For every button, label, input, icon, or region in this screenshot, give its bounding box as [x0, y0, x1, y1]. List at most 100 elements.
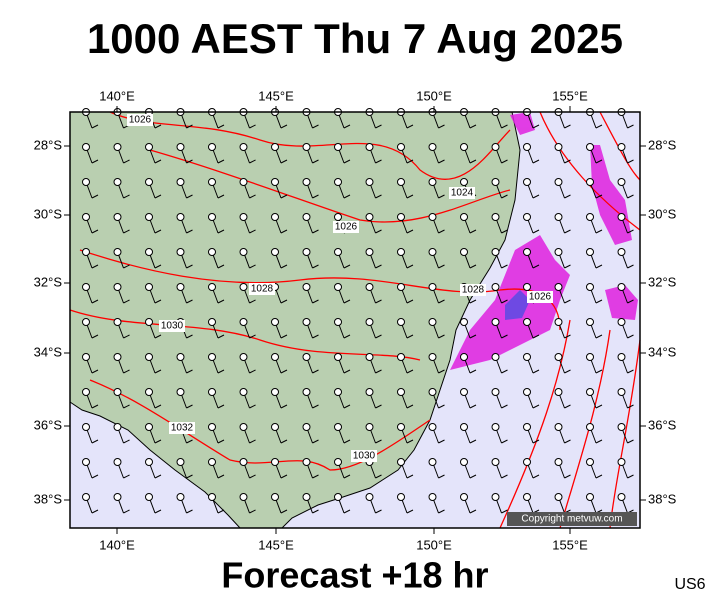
barb-station: [334, 248, 342, 256]
barb-flag: [532, 404, 540, 409]
barb-station: [208, 213, 216, 221]
barb-station: [271, 178, 279, 186]
barb-flag: [312, 124, 319, 129]
barb-flag: [438, 404, 445, 409]
barb-station: [460, 423, 468, 431]
barb-station: [617, 283, 626, 291]
lon-label: 140°E: [99, 88, 135, 103]
barb-station: [365, 213, 374, 221]
isobar: [499, 319, 571, 529]
barb-station: [271, 388, 279, 396]
barb-station: [523, 458, 531, 466]
barb-flag: [438, 439, 445, 444]
barb-flag: [595, 264, 603, 269]
isobar: [539, 111, 641, 231]
barb-station: [617, 458, 626, 466]
barb-flag: [123, 509, 130, 514]
barb-flag: [406, 474, 414, 479]
barb-station: [428, 388, 437, 396]
barb-flag: [154, 334, 162, 339]
barb-flag: [375, 334, 382, 339]
barb-flag: [280, 264, 288, 269]
barb-flag: [123, 264, 130, 269]
barb-station: [428, 143, 437, 151]
barb-station: [176, 283, 185, 291]
barb-station: [302, 318, 311, 326]
barb-flag: [627, 264, 634, 269]
barb-flag: [91, 334, 99, 339]
barb-flag: [186, 194, 193, 199]
barb-station: [208, 283, 216, 291]
barb-flag: [249, 124, 256, 129]
barb-station: [586, 423, 594, 431]
barb-station: [365, 248, 374, 256]
barb-flag: [469, 404, 477, 409]
isobar-label: 1024: [451, 188, 474, 199]
barb-flag: [406, 369, 414, 374]
barb-flag: [154, 264, 162, 269]
barb-flag: [186, 264, 193, 269]
barb-flag: [280, 404, 288, 409]
barb-flag: [469, 124, 477, 129]
barb-station: [397, 213, 405, 221]
barb-flag: [312, 194, 319, 199]
lat-label: 36°S: [34, 417, 63, 432]
barb-station: [586, 458, 594, 466]
barb-flag: [501, 124, 508, 129]
barb-flag: [469, 264, 477, 269]
isobar: [149, 149, 511, 223]
isobar: [609, 339, 641, 529]
barb-flag: [406, 159, 414, 164]
barb-flag: [312, 404, 319, 409]
barb-station: [491, 213, 500, 221]
isobar: [599, 111, 641, 181]
barb-flag: [595, 474, 603, 479]
barb-flag: [532, 439, 540, 444]
barb-flag: [501, 264, 508, 269]
barb-flag: [343, 264, 351, 269]
barb-flag: [438, 229, 445, 234]
barb-station: [208, 388, 216, 396]
barb-flag: [438, 194, 445, 199]
barb-station: [586, 283, 594, 291]
barb-flag: [532, 124, 540, 129]
barb-flag: [280, 229, 288, 234]
barb-flag: [249, 369, 256, 374]
barb-flag: [280, 509, 288, 514]
barb-flag: [501, 404, 508, 409]
barb-flag: [123, 369, 130, 374]
barb-flag: [501, 334, 508, 339]
barb-station: [554, 248, 563, 256]
barb-station: [334, 318, 342, 326]
barb-flag: [532, 159, 540, 164]
barb-station: [554, 458, 563, 466]
barb-flag: [217, 124, 225, 129]
barb-flag: [595, 159, 603, 164]
barb-station: [208, 178, 216, 186]
barb-flag: [595, 404, 603, 409]
barb-flag: [186, 159, 193, 164]
lon-label: 155°E: [552, 88, 588, 103]
barb-station: [82, 178, 90, 186]
barb-flag: [123, 229, 130, 234]
barb-flag: [123, 474, 130, 479]
barb-station: [365, 178, 374, 186]
barb-station: [460, 318, 468, 326]
barb-flag: [217, 334, 225, 339]
copyright: Copyright metvuw.com: [521, 514, 622, 525]
barb-station: [113, 213, 122, 221]
barb-station: [523, 493, 531, 501]
barb-station: [82, 248, 90, 256]
lat-label: 38°S: [648, 491, 677, 506]
isobar-label-bg: [527, 291, 553, 303]
barb-flag: [217, 404, 225, 409]
barb-flag: [343, 369, 351, 374]
map-frame: [69, 111, 641, 529]
barb-flag: [627, 404, 634, 409]
barb-station: [617, 318, 626, 326]
barb-station: [428, 283, 437, 291]
lon-label: 140°E: [99, 537, 135, 552]
barb-station: [239, 388, 248, 396]
